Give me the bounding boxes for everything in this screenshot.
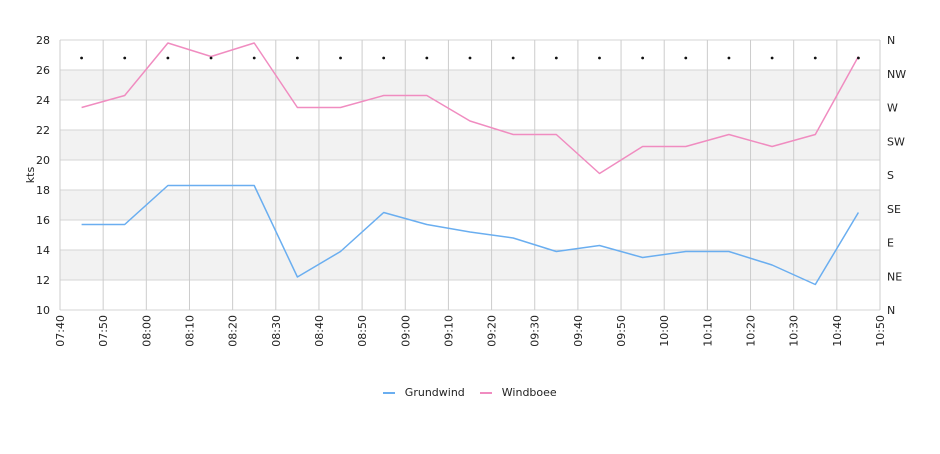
x-tick-label: 10:00 — [658, 315, 671, 347]
x-tick-label: 07:50 — [97, 315, 110, 347]
direction-marker — [123, 56, 127, 60]
x-tick-label: 09:50 — [615, 315, 628, 347]
legend: Grundwind Windboee — [0, 386, 940, 399]
x-tick-label: 08:50 — [356, 315, 369, 347]
direction-marker — [166, 56, 170, 60]
y-tick-label: 20 — [36, 154, 50, 167]
plot-bands — [60, 70, 880, 280]
legend-swatch-grundwind — [383, 392, 396, 394]
right-tick-label: NW — [887, 68, 906, 81]
x-tick-label: 08:00 — [140, 315, 153, 347]
direction-marker — [813, 56, 817, 60]
x-tick-label: 09:30 — [529, 315, 542, 347]
direction-marker — [641, 56, 645, 60]
x-tick-label: 09:40 — [572, 315, 585, 347]
x-tick-label: 08:40 — [313, 315, 326, 347]
legend-label-grundwind: Grundwind — [404, 386, 465, 399]
y-axis-ticks: 10 12 14 16 18 20 22 24 26 28 — [36, 34, 50, 317]
legend-item-grundwind[interactable]: Grundwind — [383, 386, 465, 399]
x-tick-label: 08:20 — [227, 315, 240, 347]
series-line-grundwind — [81, 184, 860, 286]
direction-marker — [857, 56, 860, 60]
y-tick-label: 14 — [36, 244, 50, 257]
x-tick-label: 08:10 — [183, 315, 196, 347]
direction-marker — [252, 56, 256, 60]
right-tick-label: S — [887, 169, 894, 182]
right-tick-label: SE — [887, 203, 901, 216]
direction-marker — [554, 56, 558, 60]
direction-marker — [80, 56, 83, 60]
right-axis-ticks: N NE E SE S SW W NW N — [887, 34, 906, 317]
direction-marker — [209, 56, 213, 60]
x-tick-label: 09:20 — [486, 315, 499, 347]
x-tick-label: 09:10 — [442, 315, 455, 347]
direction-marker — [511, 56, 515, 60]
y-tick-label: 28 — [36, 34, 50, 47]
y-tick-label: 24 — [36, 94, 50, 107]
direction-marker — [468, 56, 472, 60]
x-tick-label: 10:20 — [745, 315, 758, 347]
x-tick-label: 10:50 — [874, 315, 887, 347]
direction-marker — [598, 56, 601, 60]
right-tick-label: N — [887, 304, 895, 317]
right-tick-label: E — [887, 237, 894, 250]
direction-marker — [425, 56, 429, 60]
y-tick-label: 16 — [36, 214, 50, 227]
right-tick-label: SW — [887, 135, 905, 148]
y-axis-label: kts — [24, 167, 37, 184]
direction-marker — [727, 56, 731, 60]
x-axis-ticks: 07:40 07:50 08:00 08:10 08:20 08:30 08:40 08:50… — [54, 315, 887, 347]
legend-item-windboee[interactable]: Windboee — [480, 386, 557, 399]
direction-marker — [684, 56, 688, 60]
y-tick-label: 26 — [36, 64, 50, 77]
x-tick-label: 08:30 — [270, 315, 283, 347]
grid-lines — [59, 39, 881, 311]
plot-band — [60, 70, 880, 100]
y-tick-label: 10 — [36, 304, 50, 317]
series-line-windboee — [81, 42, 860, 175]
y-tick-label: 12 — [36, 274, 50, 287]
plot-band — [60, 130, 880, 160]
plot-band — [60, 250, 880, 280]
y-tick-label: 18 — [36, 184, 50, 197]
legend-swatch-windboee — [480, 392, 493, 394]
x-tick-label: 10:10 — [701, 315, 714, 347]
direction-markers — [80, 56, 860, 60]
x-tick-label: 07:40 — [54, 315, 67, 347]
y-tick-label: 22 — [36, 124, 50, 137]
series-lines — [81, 42, 860, 286]
direction-marker — [770, 56, 774, 60]
direction-marker — [295, 56, 299, 60]
x-tick-label: 10:40 — [831, 315, 844, 347]
direction-marker — [382, 56, 386, 60]
direction-marker — [339, 56, 342, 60]
x-tick-label: 09:00 — [399, 315, 412, 347]
right-tick-label: NE — [887, 270, 902, 283]
legend-label-windboee: Windboee — [501, 386, 557, 399]
right-tick-label: W — [887, 102, 898, 115]
x-tick-label: 10:30 — [788, 315, 801, 347]
right-tick-label: N — [887, 34, 895, 47]
plot-band — [60, 190, 880, 220]
